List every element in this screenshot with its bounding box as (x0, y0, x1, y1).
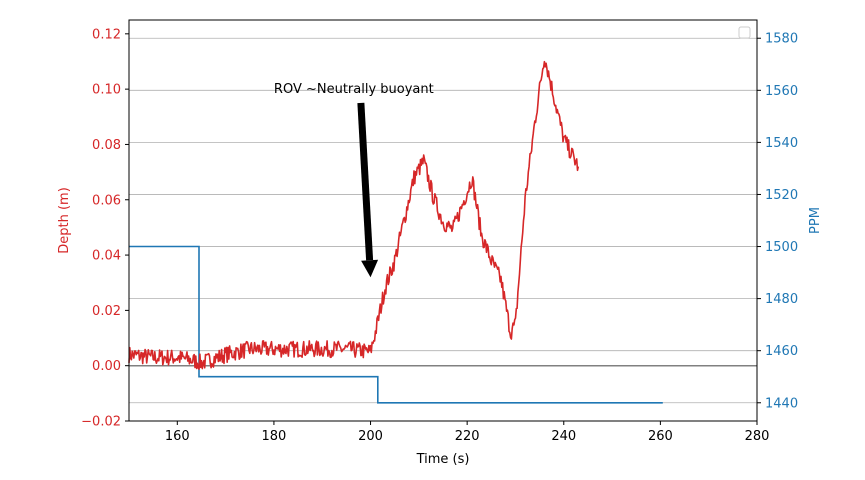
left-y-tick-label: 0.02 (92, 304, 121, 319)
x-axis-ticks: 160 180 200 220 240 260 280 (165, 421, 770, 444)
left-y-tick-label: 0.06 (92, 193, 121, 208)
left-y-axis-label: Depth (m) (57, 187, 72, 254)
x-axis-label: Time (s) (416, 452, 470, 467)
right-y-tick-label: 1540 (765, 136, 798, 151)
right-y-tick-label: 1480 (765, 292, 798, 307)
right-y-tick-label: 1440 (765, 396, 798, 411)
left-y-tick-label: 0.04 (92, 249, 121, 264)
right-y-tick-label: 1580 (765, 32, 798, 47)
plot-frame (128, 19, 758, 422)
legend-box (738, 26, 751, 39)
right-y-tick-label: 1520 (765, 188, 798, 203)
left-y-tick-label: −0.02 (81, 415, 121, 430)
right-y-tick-label: 1560 (765, 84, 798, 99)
left-y-tick-label: 0.10 (92, 83, 121, 98)
right-y-axis-label: PPM (808, 207, 823, 234)
left-y-tick-label: 0.12 (92, 27, 121, 42)
x-tick-label: 220 (455, 429, 480, 444)
x-tick-label: 280 (745, 429, 770, 444)
ppm-series-line (129, 245, 663, 404)
depth-series-line (128, 60, 580, 371)
left-y-axis-ticks: −0.02 0.00 0.02 0.04 0.06 0.08 0.10 0.12 (81, 27, 129, 430)
x-tick-label: 260 (648, 429, 673, 444)
annotation-text: ROV ~Neutrally buoyant (274, 82, 434, 97)
right-y-tick-label: 1500 (765, 240, 798, 255)
right-y-tick-label: 1460 (765, 344, 798, 359)
x-tick-label: 160 (165, 429, 190, 444)
grid-lines (129, 37, 757, 404)
left-y-tick-label: 0.00 (92, 359, 121, 374)
annotation-arrow-shaft (357, 102, 374, 261)
x-tick-label: 240 (551, 429, 576, 444)
annotation-arrow (357, 102, 379, 278)
x-tick-label: 200 (358, 429, 383, 444)
right-y-axis-ticks: 1440 1460 1480 1500 1520 1540 1560 1580 (757, 32, 798, 411)
annotation-arrow-head (361, 259, 379, 278)
x-tick-label: 180 (262, 429, 287, 444)
left-y-tick-label: 0.08 (92, 138, 121, 153)
